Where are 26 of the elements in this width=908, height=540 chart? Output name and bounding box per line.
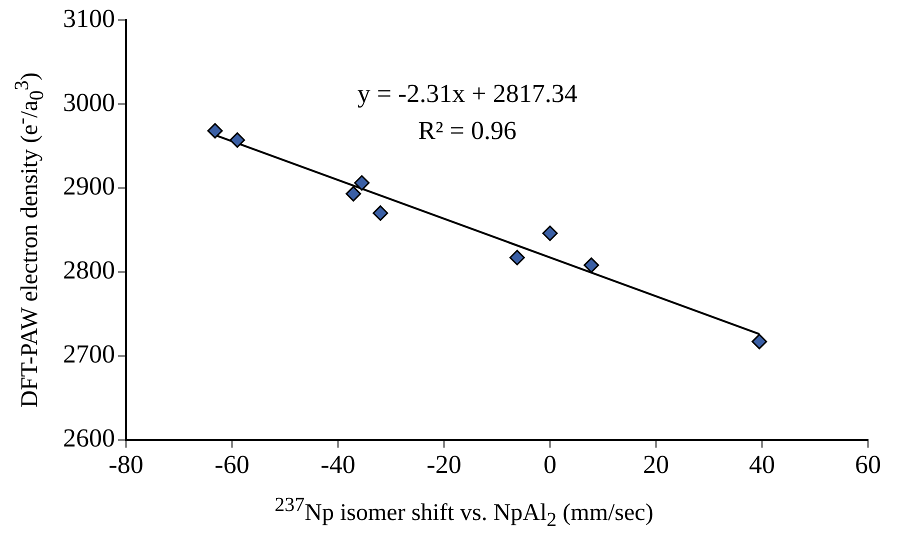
- x-tick-label: 40: [749, 450, 775, 480]
- y-tick-label: 2600: [63, 424, 115, 453]
- y-tick-label: 2700: [63, 340, 115, 369]
- x-tick-label: -40: [320, 450, 356, 480]
- x-tick-label: -80: [108, 450, 144, 480]
- point: [207, 123, 223, 139]
- point: [542, 226, 558, 242]
- y-tick-label: 2800: [63, 256, 115, 285]
- x-tick-label: 60: [855, 450, 881, 480]
- point: [752, 334, 768, 350]
- y-tick-label: 3100: [63, 4, 115, 33]
- annotation: R² = 0.96: [418, 116, 516, 145]
- point: [354, 175, 370, 191]
- y-tick-label: 3000: [63, 88, 115, 117]
- point: [230, 132, 246, 148]
- x-tick-label: -60: [214, 450, 250, 480]
- x-tick-label: 0: [544, 450, 556, 480]
- point: [584, 257, 600, 273]
- y-tick-label: 2900: [63, 172, 115, 201]
- point: [372, 205, 388, 221]
- point: [509, 250, 525, 266]
- x-tick-label: -20: [426, 450, 462, 480]
- x-axis-title: $^{237}$Np isomer shift vs. NpAl$_{2}$ (mm/sec): [274, 494, 654, 532]
- point: [346, 186, 362, 202]
- annotation: y = -2.31x + 2817.34: [357, 78, 578, 108]
- x-tick-label: 20: [643, 450, 669, 480]
